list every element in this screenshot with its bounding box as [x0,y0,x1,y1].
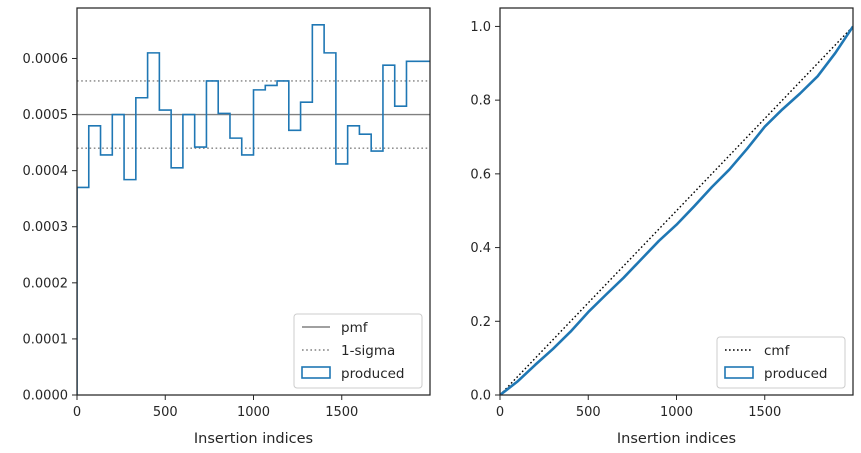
y-tick-label: 0.4 [470,241,491,256]
legend: cmf produced [716,336,846,389]
y-tick-label: 0.0000 [23,389,69,404]
left-chart-pmf: 0 500 1000 1500 0.0000 0.0001 0.0002 0.0003 0.00… [23,7,431,447]
x-tick-label: 0 [496,405,504,420]
y-tick-label: 0.0001 [23,332,69,347]
y-tick-label: 0.6 [470,167,491,182]
legend-swatch [724,366,754,379]
legend: pmf 1-sigma produced [293,313,423,389]
y-tick-label: 0.0005 [23,108,69,123]
y-tick-label: 0.0003 [23,220,69,235]
x-tick-label: 500 [153,405,178,420]
y-tick-label: 0.0002 [23,276,69,291]
produced-cumulative-series [500,25,853,395]
legend-label: produced [341,366,405,382]
legend-label: pmf [341,320,369,336]
x-tick-label: 1500 [325,405,358,420]
plot-frame [76,7,431,396]
y-tick-label: 0.0006 [23,52,69,67]
y-tick-label: 0.0 [470,389,491,404]
right-chart-cmf: 0 500 1000 1500 0.0 0.2 0.4 0.6 0.8 1.0 Insertion … [470,7,854,447]
x-tick-label: 0 [73,405,81,420]
y-tick-label: 0.8 [470,94,491,109]
plot-frame [499,7,854,396]
y-tick-label: 0.0004 [23,164,69,179]
x-axis-label: Insertion indices [194,431,313,447]
legend-swatch [301,366,331,379]
x-axis-label: Insertion indices [617,431,736,447]
x-tick-label: 1000 [660,405,693,420]
x-tick-label: 1000 [237,405,270,420]
legend-label: 1-sigma [341,343,395,359]
x-tick-label: 500 [576,405,601,420]
produced-step-series [77,24,430,395]
legend-label: produced [764,366,828,382]
y-tick-label: 0.2 [470,315,491,330]
legend-box [293,313,423,389]
plot-area [500,25,853,395]
plot-area [77,24,430,395]
y-tick-label: 1.0 [470,20,491,35]
cmf-line [500,25,853,395]
x-tick-label: 1500 [748,405,781,420]
legend-label: cmf [764,343,791,359]
